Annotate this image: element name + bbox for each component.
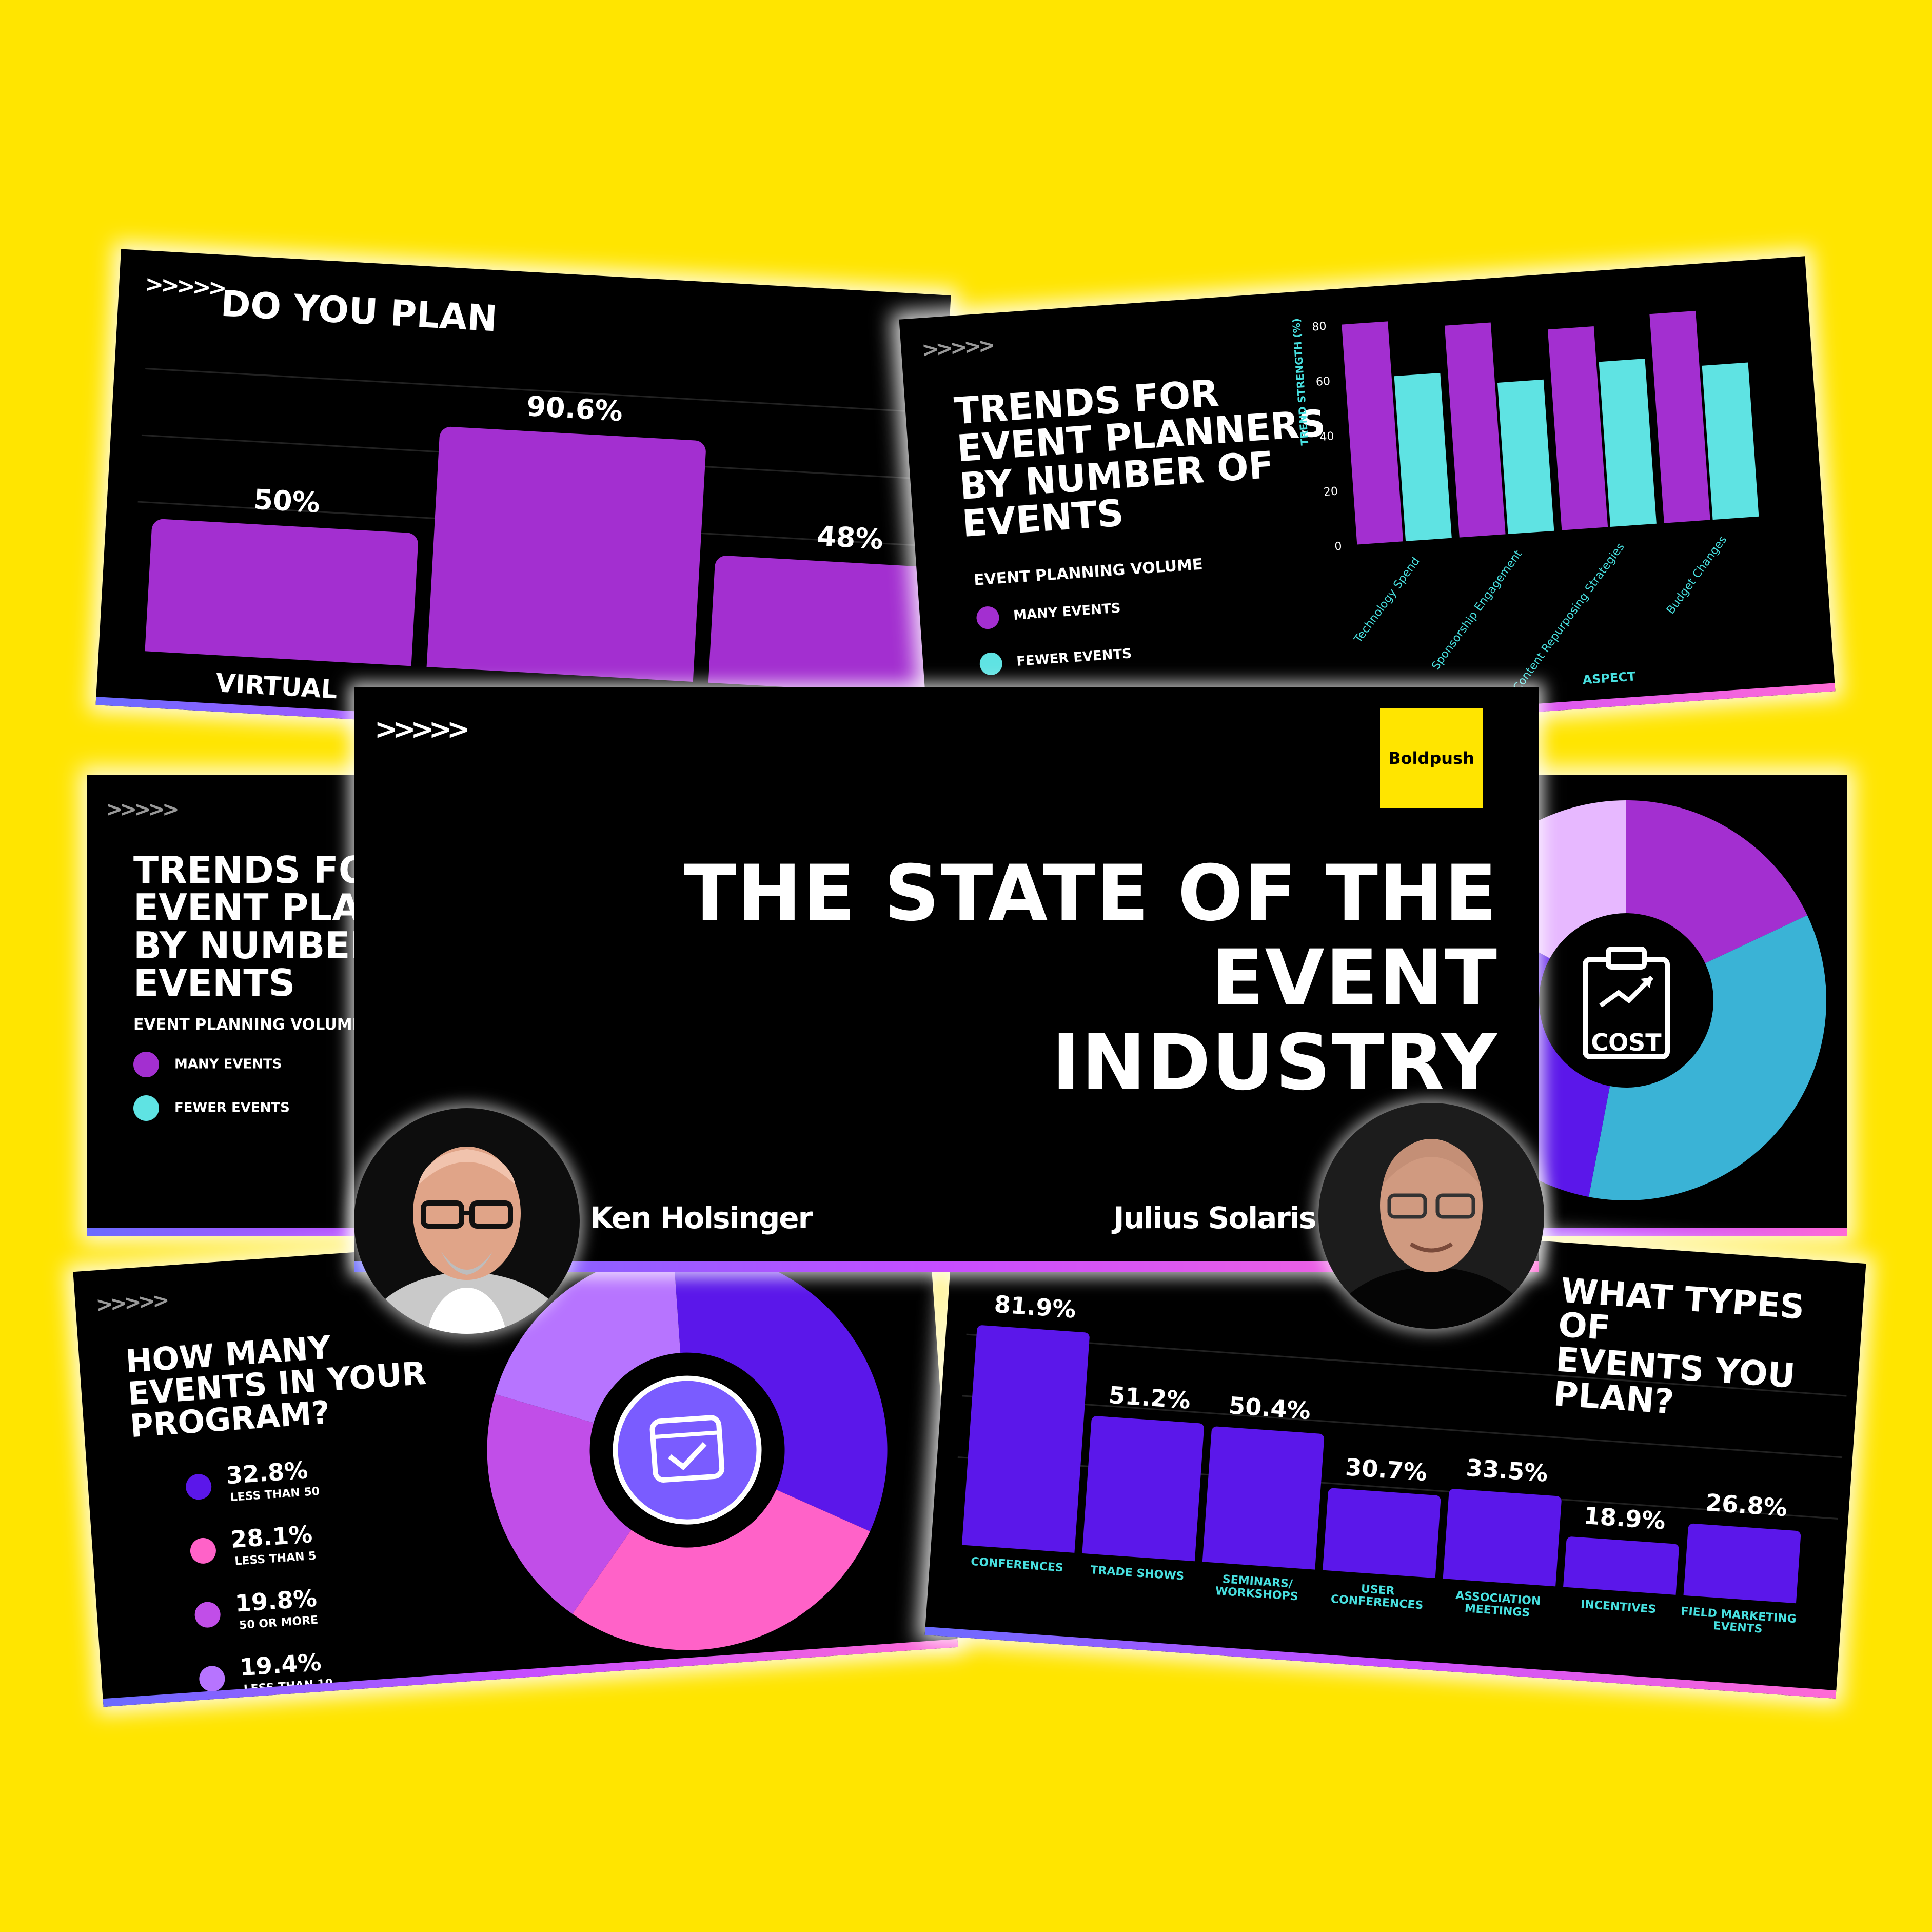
trend-bar — [1649, 310, 1710, 523]
title-line: EVENT PLAN — [133, 886, 392, 930]
person-portrait-icon — [1326, 1139, 1537, 1329]
types-bar — [961, 1325, 1090, 1553]
speaker-name-right: Julius Solaris — [1113, 1200, 1316, 1235]
x-tick-label: Budget Changes — [1664, 534, 1729, 617]
trend-bar — [1599, 359, 1657, 527]
trend-bar — [1702, 362, 1759, 520]
avatar-julius-solaris — [1318, 1103, 1544, 1329]
chevrons-icon: >>>>> — [374, 713, 470, 745]
types-bar — [1563, 1536, 1680, 1595]
slide-trends-chart: >>>>> TRENDS FOR EVENT PLANNERS BY NUMBE… — [899, 256, 1836, 755]
types-bar — [1082, 1415, 1205, 1562]
title-line: EVENTS — [133, 961, 295, 1005]
boldpush-logo: Boldpush — [1380, 708, 1483, 808]
howmany-donut-chart — [487, 1250, 888, 1650]
person-portrait-icon — [361, 1147, 573, 1334]
logo-text: Boldpush — [1388, 748, 1474, 768]
slide-title: TRENDS FOR EVENT PLAN BY NUMBER EVENTS — [133, 851, 399, 1005]
speaker-name-left: Ken Holsinger — [590, 1200, 813, 1235]
plan-bar — [708, 555, 951, 698]
legend-title: EVENT PLANNING VOLUME — [133, 1016, 363, 1034]
title-line: THE STATE OF THE EVENT — [683, 849, 1498, 1023]
legend-item: MANY EVENTS — [133, 1052, 282, 1077]
howmany-donut-slice — [495, 1250, 681, 1423]
legend-dot-icon — [133, 1052, 159, 1077]
trends-bar-chart: 80 60 40 20 0 Technology Spend Sponsorship Eng… — [1312, 310, 1759, 694]
slide-do-you-plan: >>>>> DO YOU PLAN 50% VIRTUAL 90.6% 48% — [95, 249, 951, 752]
trend-bar — [1444, 322, 1506, 538]
howmany-donut-slice — [487, 1394, 632, 1614]
y-tick-label: 60 — [1315, 375, 1331, 389]
types-bar — [1683, 1523, 1801, 1604]
slide-how-many-events: >>>>> HOW MANY EVENTS IN YOUR PROGRAM? 3… — [73, 1212, 958, 1707]
title-line: BY NUMBER — [133, 923, 379, 967]
howmany-donut-slice — [572, 1489, 870, 1650]
x-tick-label: Sponsorship Engagement — [1429, 548, 1525, 673]
howmany-donut-slice — [673, 1250, 888, 1532]
trend-bar — [1497, 379, 1554, 534]
slide-event-types: WHAT TYPES OF EVENTS YOU PLAN? 81.9% CONF… — [924, 1199, 1866, 1699]
types-bar — [1443, 1488, 1562, 1587]
title-line: INDUSTRY — [1052, 1018, 1498, 1108]
calendar-badge — [613, 1375, 762, 1525]
main-title: THE STATE OF THE EVENT INDUSTRY — [369, 852, 1498, 1106]
trend-bar — [1547, 326, 1608, 530]
legend-item: FEWER EVENTS — [133, 1095, 290, 1121]
plan-bar — [145, 518, 419, 666]
y-tick-label: 40 — [1319, 430, 1335, 444]
types-bar — [1202, 1426, 1325, 1570]
types-bar — [1323, 1487, 1441, 1579]
trend-bar — [1394, 372, 1452, 541]
trend-bar — [1342, 321, 1404, 545]
gradient-strip — [354, 1261, 1539, 1272]
plan-bar — [426, 426, 706, 682]
legend-dot-icon — [133, 1095, 159, 1121]
avatar-ken-holsinger — [354, 1108, 580, 1334]
x-tick-label: Technology Spend — [1352, 555, 1423, 646]
chevrons-icon: >>>>> — [106, 798, 180, 821]
cost-donut-slice — [1588, 915, 1826, 1200]
y-tick-label: 0 — [1334, 540, 1343, 554]
y-tick-label: 80 — [1312, 320, 1327, 334]
clipboard-chart-icon — [1583, 947, 1670, 1059]
legend-label: FEWER EVENTS — [174, 1100, 290, 1116]
calendar-check-icon — [649, 1415, 725, 1483]
cost-donut-slice — [1626, 800, 1807, 963]
cost-label: COST — [1591, 1029, 1662, 1056]
y-tick-label: 20 — [1323, 485, 1338, 499]
legend-label: MANY EVENTS — [174, 1056, 282, 1072]
